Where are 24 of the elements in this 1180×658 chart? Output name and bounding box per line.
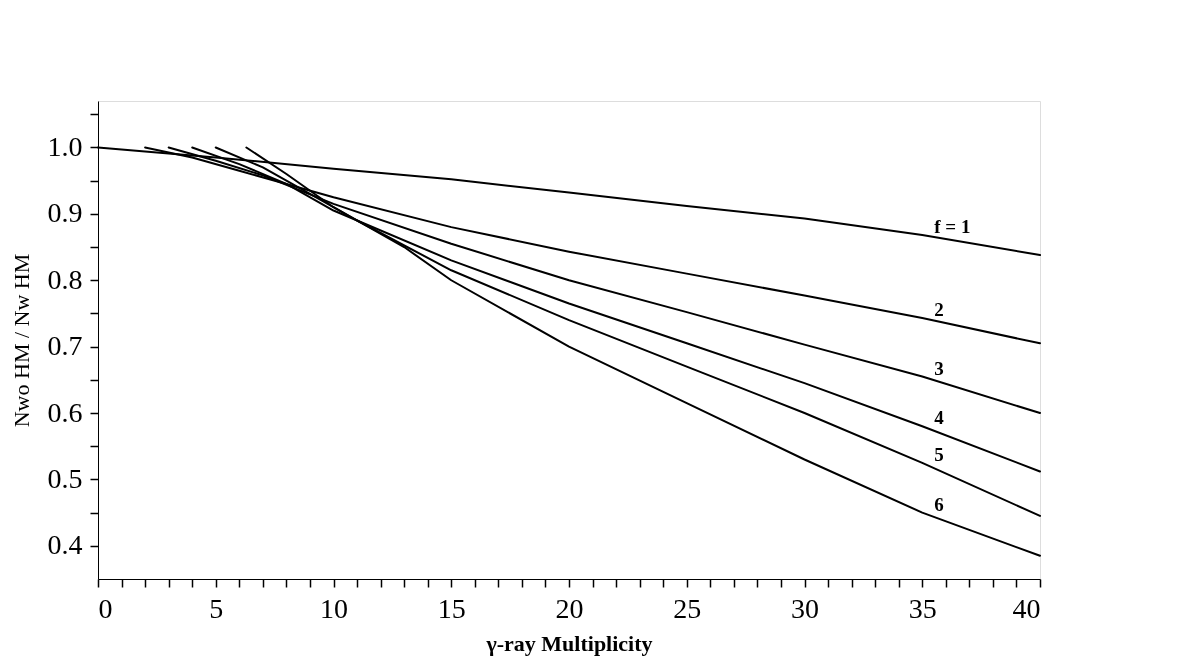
y-axis-title: Nwo HM / Nw HM (8, 253, 34, 428)
series-label: 2 (934, 299, 944, 321)
y-tick-label: 0.5 (47, 462, 83, 494)
y-tick-label: 0.6 (47, 396, 83, 428)
y-tick-label: 1.0 (47, 130, 83, 162)
x-tick-label: 30 (791, 592, 819, 624)
series-label: 6 (934, 493, 944, 515)
x-axis-title: γ-ray Multiplicity (485, 630, 653, 656)
series-label: 4 (934, 407, 945, 429)
series-label: 3 (934, 357, 944, 379)
series-label: f = 1 (934, 216, 971, 238)
y-tick-label: 0.9 (47, 197, 83, 229)
x-tick-label: 5 (209, 592, 224, 624)
x-tick-label: 40 (1012, 592, 1041, 624)
y-tick-label: 0.8 (47, 263, 83, 295)
series-label: 5 (934, 443, 944, 465)
y-tick-label: 0.7 (47, 330, 83, 362)
x-tick-label: 25 (673, 592, 702, 624)
x-tick-label: 15 (437, 592, 466, 624)
x-tick-label: 0 (98, 592, 113, 624)
x-tick-label: 35 (908, 592, 937, 624)
y-tick-label: 0.4 (47, 529, 83, 561)
x-tick-label: 10 (320, 592, 348, 624)
x-tick-label: 20 (555, 592, 584, 624)
